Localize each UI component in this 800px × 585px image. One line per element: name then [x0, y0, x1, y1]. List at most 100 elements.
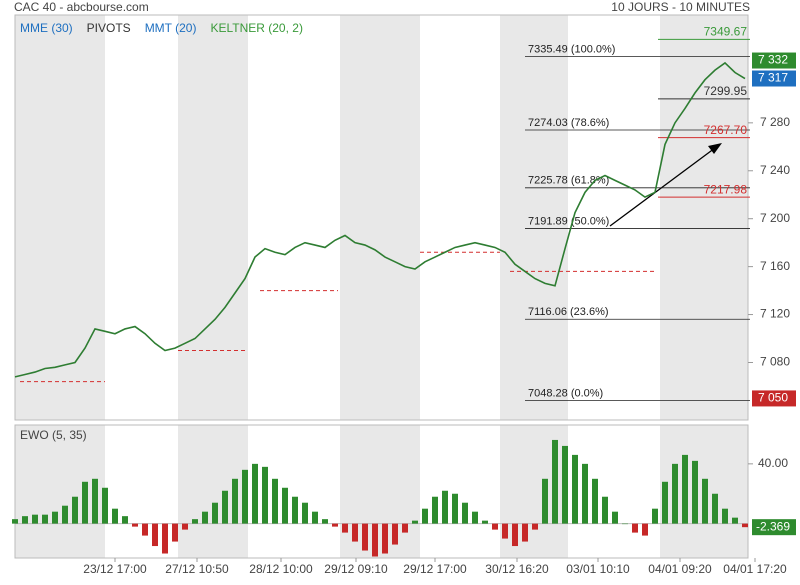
arrow-head: [708, 143, 722, 154]
legend-item: PIVOTS: [87, 21, 131, 35]
ewo-bar: [352, 523, 358, 542]
ewo-bar: [542, 478, 548, 524]
x-tick-label: 04/01 09:20: [648, 562, 712, 576]
session-shade: [500, 15, 568, 420]
ewo-bar: [172, 523, 178, 542]
ewo-bar: [282, 487, 288, 524]
y-tick-label: 7 200: [760, 211, 790, 225]
ewo-bar: [32, 514, 38, 524]
ewo-bar: [52, 511, 58, 524]
level-label: 7299.95: [704, 84, 748, 98]
x-tick-label: 23/12 17:00: [83, 562, 147, 576]
ewo-bar: [522, 523, 528, 542]
ewo-bar: [672, 463, 678, 524]
ewo-bar: [312, 511, 318, 524]
ewo-bar: [622, 523, 628, 525]
x-tick-label: 29/12 09:10: [324, 562, 388, 576]
fib-label: 7225.78 (61.8%): [528, 175, 609, 187]
ewo-frame: [14, 424, 749, 559]
ewo-bar: [222, 490, 228, 524]
session-shade: [340, 15, 420, 420]
ewo-bar: [82, 481, 88, 524]
fib-label: 7274.03 (78.6%): [528, 117, 609, 129]
ewo-bar: [42, 514, 48, 524]
level-label: 7267.70: [704, 123, 748, 137]
ewo-bar: [232, 478, 238, 524]
ewo-bar: [242, 469, 248, 524]
session-shade: [660, 15, 748, 420]
ewo-bar: [602, 496, 608, 524]
ewo-bar: [62, 505, 68, 524]
ewo-bar: [22, 516, 28, 524]
ewo-bar: [442, 490, 448, 524]
ewo-bar: [662, 481, 668, 524]
x-tick-label: 03/01 10:10: [566, 562, 630, 576]
ewo-bar: [642, 523, 648, 536]
ewo-bar: [72, 496, 78, 524]
session-shade: [178, 15, 248, 420]
ewo-title: EWO (5, 35): [20, 428, 87, 442]
legend-item: KELTNER (20, 2): [210, 21, 302, 35]
fib-label: 7335.49 (100.0%): [528, 43, 615, 55]
price-tag-label: 7 317: [758, 71, 788, 85]
ewo-bar: [742, 523, 748, 528]
ewo-bar: [372, 523, 378, 557]
ewo-bar: [412, 520, 418, 524]
ewo-bar: [12, 519, 18, 524]
ewo-bar: [152, 523, 158, 547]
price-line: [14, 61, 746, 378]
level-label: 7349.67: [704, 25, 748, 39]
ewo-bar: [362, 523, 368, 551]
y-tick-label: 7 240: [760, 163, 790, 177]
ewo-bar: [502, 523, 508, 539]
session-shade: [15, 15, 105, 420]
ewo-bar: [592, 478, 598, 524]
ewo-bar: [142, 523, 148, 536]
x-tick-label: 04/01 17:20: [723, 562, 787, 576]
ewo-bar: [202, 511, 208, 524]
ewo-bar: [652, 508, 658, 524]
sessions: [15, 15, 748, 558]
ewo-bar: [532, 523, 538, 530]
ewo-bar: [462, 502, 468, 524]
main-frame: [14, 14, 749, 421]
ewo-bar: [392, 523, 398, 545]
ewo-bar: [612, 511, 618, 524]
ewo-bar: [112, 508, 118, 524]
chart-title: CAC 40 - abcbourse.com: [14, 0, 149, 14]
price-tag-label: 7 050: [758, 391, 788, 405]
ewo-tick-label: 40.00: [758, 456, 788, 470]
ewo-bar: [562, 445, 568, 524]
ewo-bar: [692, 460, 698, 524]
ewo-bar: [342, 523, 348, 533]
price-tag-label: 7 332: [758, 53, 788, 67]
ewo-bar: [182, 523, 188, 530]
x-tick-label: 29/12 17:00: [403, 562, 467, 576]
ewo-bar: [472, 511, 478, 524]
ewo-bar: [582, 463, 588, 524]
price-tag: [752, 390, 796, 407]
ewo-bar: [322, 519, 328, 524]
ewo-last-label: -2.369: [756, 519, 790, 533]
ewo-bar: [682, 454, 688, 524]
ewo-last-tag: [752, 519, 796, 536]
ewo-bar: [162, 523, 168, 554]
price-tag: [752, 52, 796, 69]
trend-arrow: [609, 147, 716, 227]
ewo-bar: [702, 478, 708, 524]
ewo-bar: [722, 508, 728, 524]
y-tick-label: 7 160: [760, 259, 790, 273]
ewo-bar: [422, 508, 428, 524]
ewo-bar: [572, 454, 578, 524]
ewo-bar: [402, 523, 408, 533]
fib-label: 7048.28 (0.0%): [528, 387, 603, 399]
ewo-bar: [552, 439, 558, 524]
ewo-bar: [122, 516, 128, 524]
ewo-bar: [212, 502, 218, 524]
ewo-bar: [102, 487, 108, 524]
x-tick-label: 28/12 10:00: [249, 562, 313, 576]
ewo-bar: [512, 523, 518, 547]
level-label: 7217.98: [704, 182, 748, 196]
ewo-bar: [732, 517, 738, 524]
